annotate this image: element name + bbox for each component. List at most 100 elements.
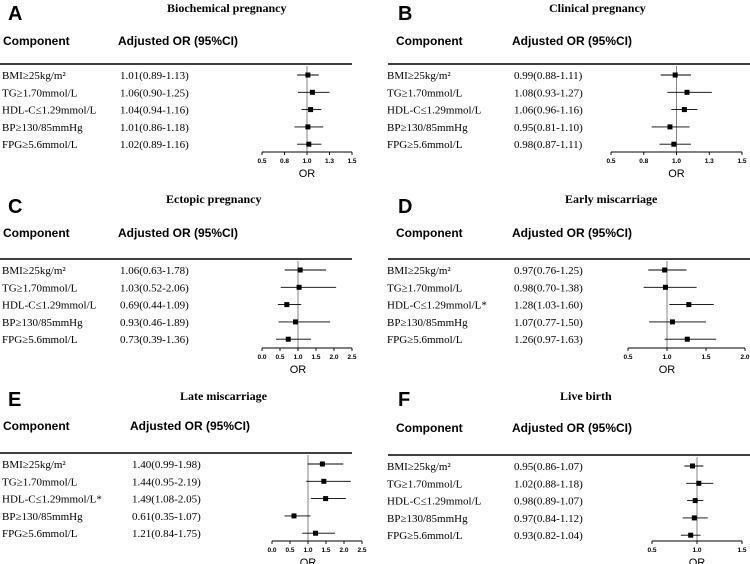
forest-row: HDL-C≤1.29mmol/L* 1.28(1.03-1.60) xyxy=(387,300,714,312)
panel-letter: B xyxy=(398,3,412,25)
panel-title: Live birth xyxy=(560,389,612,403)
row-or-label: 1.02(0.88-1.18) xyxy=(514,478,583,490)
x-tick-label: 1.0 xyxy=(662,354,671,361)
row-or-label: 0.95(0.81-1.10) xyxy=(514,122,583,134)
point-estimate xyxy=(305,72,311,78)
point-estimate xyxy=(667,124,673,130)
x-tick-label: 1.5 xyxy=(321,547,330,554)
panel-title: Clinical pregnancy xyxy=(549,1,646,15)
forest-row: BP≥130/85mmHg 0.97(0.84-1.12) xyxy=(387,513,708,525)
row-or-label: 1.08(0.93-1.27) xyxy=(514,87,583,99)
row-component-label: HDL-C≤1.29mmol/L xyxy=(387,105,482,117)
row-component-label: BP≥130/85mmHg xyxy=(2,317,83,329)
point-estimate xyxy=(662,267,668,273)
x-tick-label: 2.0 xyxy=(329,354,338,361)
row-component-label: TG≥1.70mmol/L xyxy=(387,87,463,99)
header-component: Component xyxy=(3,226,70,240)
row-or-label: 0.93(0.82-1.04) xyxy=(514,530,583,542)
forest-row: TG≥1.70mmol/L 1.02(0.88-1.18) xyxy=(387,478,714,490)
row-or-label: 1.06(0.63-1.78) xyxy=(120,265,189,277)
forest-row: BP≥130/85mmHg 1.07(0.77-1.50) xyxy=(387,317,706,329)
x-tick-label: 0.5 xyxy=(285,547,294,554)
forest-row: TG≥1.70mmol/L 1.44(0.95-2.19) xyxy=(2,476,351,488)
row-component-label: BP≥130/85mmHg xyxy=(387,122,468,134)
row-component-label: TG≥1.70mmol/L xyxy=(2,282,78,294)
header-adjusted-or: Adjusted OR (95%CI) xyxy=(512,226,632,240)
x-tick-label: 1.3 xyxy=(705,158,714,165)
forest-row: TG≥1.70mmol/L 1.08(0.93-1.27) xyxy=(387,87,712,99)
point-estimate xyxy=(669,319,675,325)
row-component-label: TG≥1.70mmol/L xyxy=(2,87,78,99)
header-adjusted-or: Adjusted OR (95%CI) xyxy=(118,34,238,48)
x-axis-label: OR xyxy=(290,364,307,376)
row-component-label: TG≥1.70mmol/L xyxy=(2,476,78,488)
row-or-label: 1.01(0.86-1.18) xyxy=(120,122,189,134)
row-component-label: TG≥1.70mmol/L xyxy=(387,282,463,294)
row-or-label: 1.03(0.52-2.06) xyxy=(120,282,189,294)
point-estimate xyxy=(305,124,311,130)
panel-title: Ectopic pregnancy xyxy=(166,192,261,206)
row-component-label: HDL-C≤1.29mmol/L xyxy=(387,496,482,508)
x-tick-label: 2.0 xyxy=(740,354,749,361)
point-estimate xyxy=(313,530,319,536)
forest-row: HDL-C≤1.29mmol/L 1.04(0.94-1.16) xyxy=(2,105,322,117)
x-axis-label: OR xyxy=(659,364,676,376)
point-estimate xyxy=(306,141,312,147)
row-component-label: BMI≥25kg/m² xyxy=(2,70,66,82)
forest-row: BP≥130/85mmHg 1.01(0.86-1.18) xyxy=(2,122,324,134)
x-tick-label: 1.3 xyxy=(325,158,334,165)
forest-row: TG≥1.70mmol/L 1.03(0.52-2.06) xyxy=(2,282,337,294)
panel-title: Late miscarriage xyxy=(180,389,268,403)
point-estimate xyxy=(691,515,697,521)
header-component: Component xyxy=(396,421,463,435)
x-tick-label: 1.5 xyxy=(311,354,320,361)
x-tick-label: 0.5 xyxy=(623,354,632,361)
forest-row: HDL-C≤1.29mmol/L* 1.49(1.08-2.05) xyxy=(2,494,346,506)
panel-f: F Live birth Component Adjusted OR (95%CI) B… xyxy=(387,389,750,564)
panel-a: A Biochemical pregnancy Component Adjusted … xyxy=(0,1,357,180)
row-or-label: 1.26(0.97-1.63) xyxy=(514,334,583,346)
row-or-label: 0.98(0.87-1.11) xyxy=(514,139,583,151)
x-tick-label: 0.5 xyxy=(275,354,284,361)
x-axis-label: OR xyxy=(299,168,316,180)
row-or-label: 1.07(0.77-1.50) xyxy=(514,317,583,329)
forest-row: FPG≥5.6mmol/L 1.02(0.89-1.16) xyxy=(2,139,322,151)
forest-row: BMI≥25kg/m² 1.01(0.89-1.13) xyxy=(2,70,319,82)
forest-row: BP≥130/85mmHg 0.61(0.35-1.07) xyxy=(2,511,311,523)
panel-e: E Late miscarriage Component Adjusted OR (9… xyxy=(0,389,367,564)
point-estimate xyxy=(296,284,302,290)
row-or-label: 1.44(0.95-2.19) xyxy=(132,476,201,488)
panel-letter: F xyxy=(398,389,410,411)
row-component-label: BP≥130/85mmHg xyxy=(2,122,83,134)
point-estimate xyxy=(285,336,291,342)
row-component-label: HDL-C≤1.29mmol/L* xyxy=(387,300,487,312)
row-or-label: 1.40(0.99-1.98) xyxy=(132,459,201,471)
row-or-label: 0.97(0.84-1.12) xyxy=(514,513,583,525)
header-component: Component xyxy=(3,419,70,433)
row-or-label: 1.28(1.03-1.60) xyxy=(514,300,583,312)
x-tick-label: 1.0 xyxy=(302,158,311,165)
forest-row: FPG≥5.6mmol/L 0.73(0.39-1.36) xyxy=(2,334,311,346)
forest-row: HDL-C≤1.29mmol/L 1.06(0.96-1.16) xyxy=(387,105,698,117)
row-or-label: 0.97(0.76-1.25) xyxy=(514,265,583,277)
row-component-label: FPG≥5.6mmol/L xyxy=(2,334,78,346)
forest-row: BMI≥25kg/m² 1.06(0.63-1.78) xyxy=(2,265,327,277)
x-tick-label: 0.8 xyxy=(280,158,289,165)
row-component-label: BMI≥25kg/m² xyxy=(2,265,66,277)
row-or-label: 0.99(0.88-1.11) xyxy=(514,70,583,82)
point-estimate xyxy=(319,461,325,467)
row-component-label: FPG≥5.6mmol/L xyxy=(2,139,78,151)
row-or-label: 0.98(0.70-1.38) xyxy=(514,282,583,294)
forest-row: FPG≥5.6mmol/L 1.21(0.84-1.75) xyxy=(2,528,335,540)
forest-row: FPG≥5.6mmol/L 1.26(0.97-1.63) xyxy=(387,334,717,346)
row-or-label: 1.06(0.90-1.25) xyxy=(120,87,189,99)
header-component: Component xyxy=(396,226,463,240)
row-component-label: FPG≥5.6mmol/L xyxy=(387,334,463,346)
x-tick-label: 1.5 xyxy=(737,158,746,165)
row-or-label: 0.98(0.89-1.07) xyxy=(514,496,583,508)
x-tick-label: 2.0 xyxy=(339,547,348,554)
row-component-label: FPG≥5.6mmol/L xyxy=(387,530,463,542)
row-component-label: BMI≥25kg/m² xyxy=(387,265,451,277)
x-tick-label: 0.0 xyxy=(267,547,276,554)
